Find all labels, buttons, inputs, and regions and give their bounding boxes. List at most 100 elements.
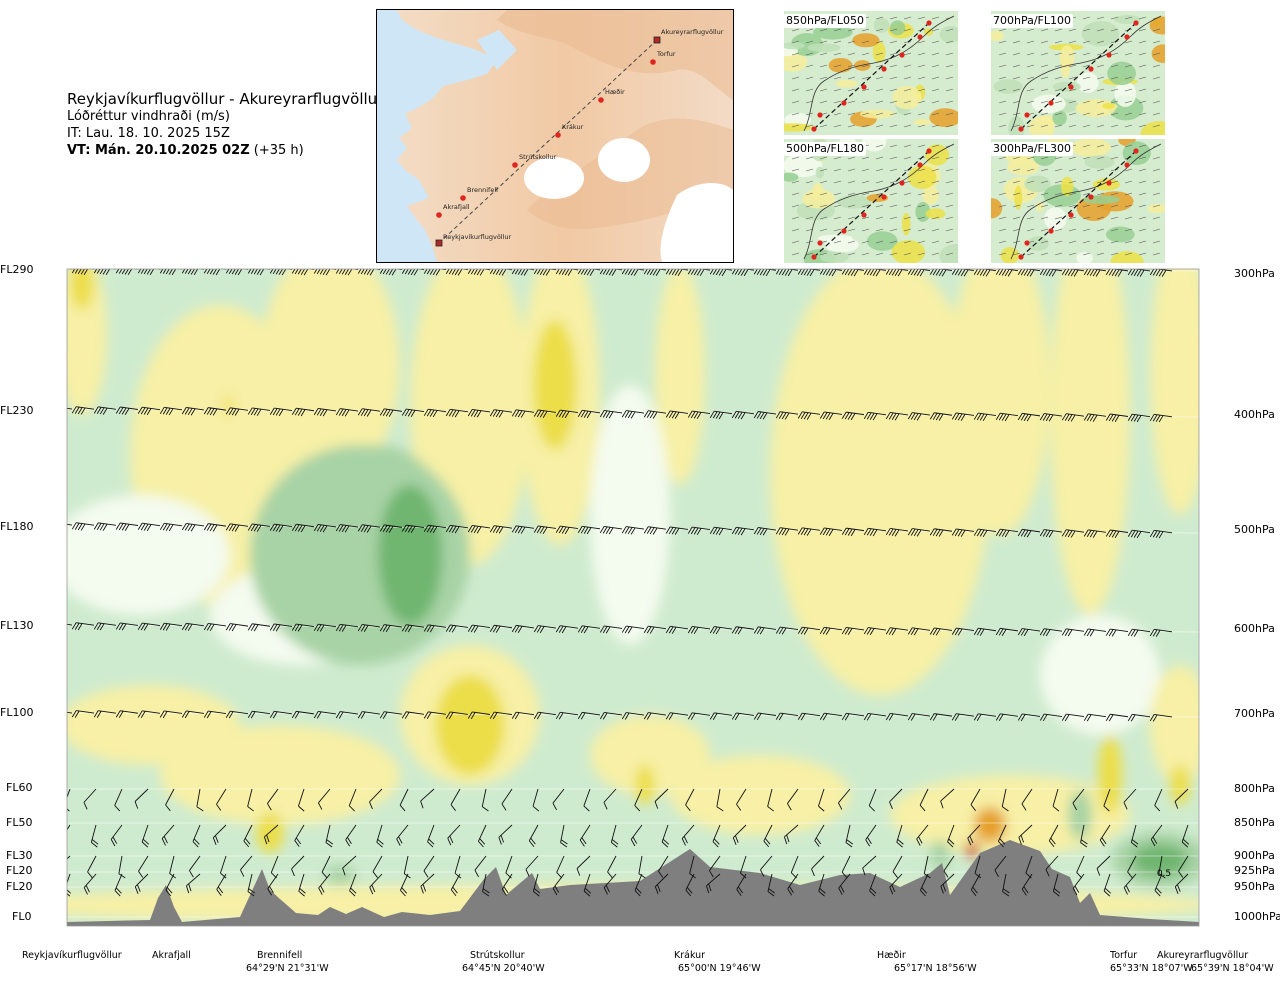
mini-map-point: [1124, 34, 1130, 40]
mini-map-barb: [1040, 88, 1049, 92]
wind-barb: [1099, 824, 1111, 847]
mini-map-barb: [1054, 52, 1063, 56]
mini-map-barb: [931, 112, 940, 116]
mini-map-barb: [945, 52, 954, 56]
mini-map-barb: [861, 180, 870, 184]
mini-map-blob: [862, 139, 887, 152]
mini-map-barb: [861, 240, 870, 244]
mini-map-barb: [861, 88, 870, 92]
wind-barb: [1127, 269, 1151, 277]
mini-map-barb: [917, 76, 926, 80]
mini-map-blob: [824, 237, 859, 253]
wind-barb: [740, 855, 747, 879]
mini-map-barb: [1068, 204, 1077, 208]
wind-barb: [357, 524, 381, 533]
mini-map-barb: [1068, 88, 1077, 92]
mini-map-barb: [791, 52, 800, 56]
mini-map-route: [813, 150, 930, 258]
wind-barb: [1061, 713, 1085, 722]
wind-barb: [841, 527, 865, 537]
mini-map-barb: [1040, 240, 1049, 244]
wind-barb: [396, 824, 409, 846]
wind-barb: [225, 623, 249, 632]
mini-map-barb: [1012, 192, 1021, 196]
wind-barb: [731, 269, 755, 277]
route-point-marker: [598, 97, 604, 103]
wind-barb: [583, 788, 591, 812]
route-point-label: Akrafjall: [443, 203, 470, 211]
w-field-patch: [325, 865, 355, 885]
mini-map-barb: [1040, 100, 1049, 104]
wind-barb: [67, 522, 73, 526]
mini-map-barb: [903, 228, 912, 232]
wind-barb: [247, 710, 271, 719]
mini-map-blob: [925, 208, 946, 220]
wind-barb: [93, 522, 117, 531]
mini-map-barb: [1054, 100, 1063, 104]
mini-map-barb: [805, 216, 814, 220]
wind-barb: [467, 624, 491, 633]
wind-barb: [1149, 413, 1173, 423]
mini-map-blob: [1081, 21, 1120, 47]
mini-map-barb: [1054, 180, 1063, 184]
wind-barb: [973, 627, 997, 636]
mini-map-barb: [1068, 156, 1077, 160]
mini-map-barb: [889, 40, 898, 44]
mini-map-blob: [1105, 226, 1135, 243]
wind-barb: [685, 873, 695, 897]
w-field-patch: [160, 725, 400, 825]
wind-barb: [687, 410, 711, 420]
wind-barb: [528, 824, 539, 848]
wind-barb: [423, 408, 447, 418]
wind-barb: [1039, 713, 1063, 722]
mini-map-barb: [819, 124, 828, 128]
wind-barb: [349, 873, 357, 897]
wind-barb: [335, 524, 359, 533]
mini-map-barb: [1012, 168, 1021, 172]
mini-map-barb: [805, 52, 814, 56]
route-point-label: Brennifell: [467, 186, 498, 194]
mini-map-point: [1024, 240, 1030, 246]
mini-map-barb: [931, 144, 940, 148]
mini-map-point: [811, 126, 817, 132]
wind-barb: [709, 269, 733, 277]
mini-map-barb: [1110, 64, 1119, 68]
wind-barb: [736, 873, 747, 896]
w-field-patch: [256, 813, 284, 853]
wind-barb: [621, 712, 645, 720]
wind-barb: [760, 855, 773, 877]
mini-map-barb: [1138, 252, 1147, 256]
mini-map-barb: [791, 76, 800, 80]
mini-map-blob: [890, 20, 906, 36]
mini-map-barb: [1124, 216, 1133, 220]
cross-section-chart: 0.5: [66, 268, 1200, 927]
mini-map-blob: [1052, 110, 1067, 126]
mini-map-barb: [1026, 28, 1035, 32]
mini-map-barb: [945, 64, 954, 68]
wind-barb: [533, 409, 557, 418]
wind-barb: [1072, 873, 1085, 896]
mini-map-barb: [1054, 40, 1063, 44]
wind-barb: [1083, 413, 1107, 422]
mini-map-barb: [1152, 40, 1161, 44]
plot-frame: [66, 268, 1200, 927]
mini-map-barb: [1040, 156, 1049, 160]
mini-map-barb: [1124, 88, 1133, 92]
wind-barb: [1174, 788, 1189, 809]
mini-map-barb: [1082, 180, 1091, 184]
mini-map-barb: [889, 76, 898, 80]
mini-map-barb: [1152, 168, 1161, 172]
mini-map-barb: [945, 228, 954, 232]
mini-map-blob: [925, 144, 950, 166]
wind-barb: [240, 855, 253, 877]
loc-name-reykjavik: Reykjavíkurflugvöllur: [22, 950, 122, 961]
w-field-patch: [1050, 269, 1130, 615]
mini-map-barb: [833, 88, 842, 92]
wind-barb: [325, 824, 334, 848]
mini-map-barb: [1012, 156, 1021, 160]
panel-700-label: 700hPa/FL100: [991, 14, 1074, 28]
wind-barb: [896, 824, 904, 848]
wind-barb: [399, 788, 409, 812]
mini-map-barb: [1096, 252, 1105, 256]
wind-barb: [137, 622, 161, 631]
